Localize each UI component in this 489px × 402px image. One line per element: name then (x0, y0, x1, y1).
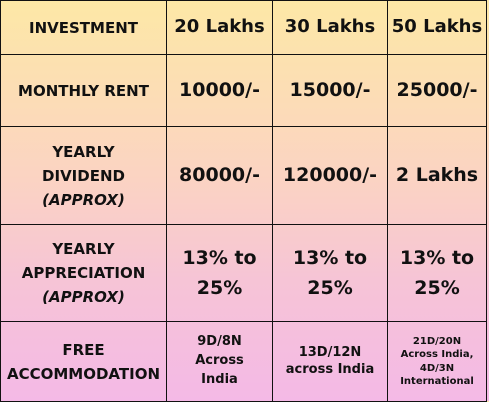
yearly-dividend-label: YEARLY DIVIDEND (APPROX) (0, 126, 167, 225)
header-option-50-lakhs: 50 Lakhs (387, 0, 487, 55)
monthly-rent-value: 10000/- (166, 54, 273, 127)
monthly-rent-value: 15000/- (272, 54, 388, 127)
yearly-appreciation-label: YEARLY APPRECIATION (APPROX) (0, 224, 167, 322)
yearly-dividend-value: 2 Lakhs (387, 126, 487, 225)
row-label-qualifier: (APPROX) (42, 288, 125, 306)
free-accommodation-label: FREE ACCOMMODATION (0, 321, 167, 402)
value-line: 25% (414, 277, 460, 299)
value-line: Across India, (400, 349, 474, 360)
value-line: India (201, 371, 238, 387)
value-line: 13% to (399, 246, 475, 269)
value-line: 13% to (292, 246, 368, 269)
value-line: 21D/20N (412, 335, 462, 347)
free-accommodation-value: 13D/12N across India (272, 321, 388, 402)
header-option-30-lakhs: 30 Lakhs (272, 0, 388, 55)
value-line: across India (285, 361, 375, 377)
header-label: INVESTMENT (0, 0, 167, 55)
value-line: 9D/8N (197, 334, 242, 350)
row-label-line: DIVIDEND (42, 166, 125, 185)
row-label-line: FREE (62, 340, 105, 359)
monthly-rent-value: 25000/- (387, 54, 487, 127)
value-line: International (400, 376, 474, 387)
yearly-dividend-row: YEARLY DIVIDEND (APPROX) 80000/- 120000/… (0, 126, 487, 225)
free-accommodation-value: 21D/20N Across India, 4D/3N Internationa… (387, 321, 487, 402)
row-label-line: ACCOMMODATION (7, 364, 160, 383)
value-line: 25% (307, 277, 353, 299)
row-label-line: YEARLY (52, 142, 115, 161)
yearly-appreciation-value: 13% to 25% (272, 224, 388, 322)
header-option-20-lakhs: 20 Lakhs (166, 0, 273, 55)
yearly-dividend-value: 80000/- (166, 126, 273, 225)
free-accommodation-row: FREE ACCOMMODATION 9D/8N Across India 13… (0, 321, 487, 402)
monthly-rent-label: MONTHLY RENT (0, 54, 167, 127)
value-line: 25% (196, 277, 243, 299)
value-line: 4D/3N (419, 362, 455, 374)
value-line: Across (195, 353, 244, 369)
header-row: INVESTMENT 20 Lakhs 30 Lakhs 50 Lakhs (0, 0, 487, 55)
value-line: 13D/12N (298, 345, 362, 361)
row-label-line: YEARLY (52, 240, 115, 258)
yearly-appreciation-row: YEARLY APPRECIATION (APPROX) 13% to 25% … (0, 224, 487, 322)
free-accommodation-value: 9D/8N Across India (166, 321, 273, 402)
yearly-dividend-value: 120000/- (272, 126, 388, 225)
row-label-qualifier: (APPROX) (42, 190, 125, 209)
yearly-appreciation-value: 13% to 25% (166, 224, 273, 322)
monthly-rent-row: MONTHLY RENT 10000/- 15000/- 25000/- (0, 54, 487, 127)
yearly-appreciation-value: 13% to 25% (387, 224, 487, 322)
value-line: 13% to (182, 246, 257, 269)
row-label-line: APPRECIATION (21, 264, 146, 282)
row-label-line: MONTHLY RENT (18, 81, 149, 100)
